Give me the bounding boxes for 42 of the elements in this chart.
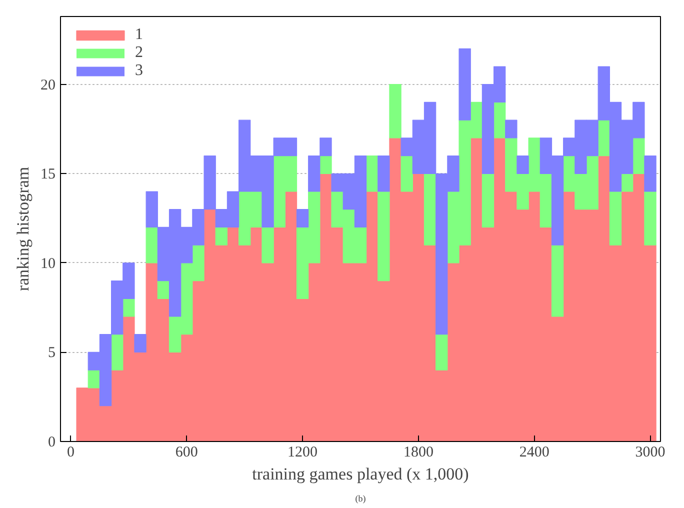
bar <box>424 173 436 246</box>
bar <box>644 191 656 246</box>
y-tick-label: 20 <box>40 77 56 94</box>
x-tick-label: 1200 <box>288 444 318 460</box>
bar <box>609 191 622 246</box>
bar <box>632 138 645 174</box>
x-tick-label: 2400 <box>519 444 550 460</box>
bar <box>88 370 100 388</box>
bar <box>157 280 170 299</box>
bar <box>516 155 529 174</box>
bar <box>551 244 564 317</box>
bar <box>389 84 402 138</box>
bar <box>436 334 448 370</box>
y-tick-label: 15 <box>40 166 56 183</box>
legend-label: 2 <box>135 44 144 62</box>
bar <box>111 334 124 370</box>
bar <box>146 226 158 264</box>
legend-label: 3 <box>135 62 144 80</box>
bar <box>296 209 309 228</box>
y-axis-title: ranking histogram <box>14 166 32 292</box>
bar <box>482 173 494 228</box>
legend-label: 1 <box>135 26 144 44</box>
x-tick-label: 600 <box>175 444 198 460</box>
y-tick-label: 5 <box>48 345 56 362</box>
y-tick-label: 10 <box>40 256 56 272</box>
text: (b) <box>355 494 366 504</box>
bar <box>215 226 228 246</box>
bar <box>134 334 146 353</box>
bar <box>458 48 471 120</box>
bar <box>378 155 390 192</box>
bar <box>620 173 634 192</box>
bar <box>122 298 135 317</box>
bar <box>400 155 413 192</box>
x-tick-label: 1800 <box>403 444 434 460</box>
x-tick-label: 3000 <box>635 444 666 460</box>
y-tick-label: 0 <box>48 434 56 450</box>
x-tick-label: 0 <box>66 444 74 460</box>
bar <box>644 155 656 192</box>
bar <box>262 226 274 264</box>
bar <box>505 120 518 138</box>
x-axis-title: training games played (x 1,000) <box>252 464 469 484</box>
bar <box>320 155 332 174</box>
